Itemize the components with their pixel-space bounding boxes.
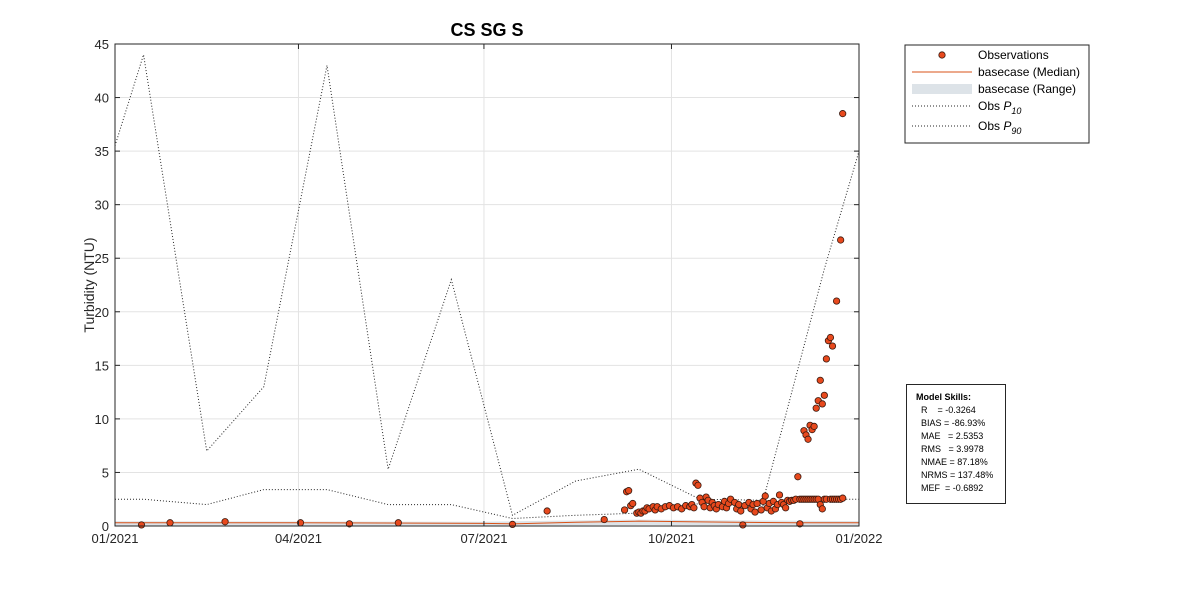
skill-nrms: NRMS = 137.48% bbox=[921, 470, 994, 480]
axes-box bbox=[114, 43, 860, 527]
observation-point bbox=[826, 333, 835, 342]
observation-point bbox=[753, 499, 761, 508]
observation-point bbox=[839, 494, 847, 502]
skill-bias: BIAS = -86.93% bbox=[921, 418, 986, 428]
observation-point bbox=[816, 376, 824, 384]
observation-point bbox=[739, 521, 747, 529]
y-tick-label: 20 bbox=[95, 305, 109, 320]
model-skills-box: Model Skills: R = -0.3264 BIAS = -86.93%… bbox=[906, 384, 1006, 504]
y-tick-label: 0 bbox=[102, 519, 109, 534]
observation-point bbox=[737, 507, 745, 515]
observation-point bbox=[832, 297, 841, 305]
basecase-median-line bbox=[115, 520, 859, 525]
observation-point bbox=[782, 504, 790, 512]
observation-point bbox=[839, 110, 847, 118]
legend-label: basecase (Range) bbox=[978, 82, 1076, 96]
x-tick-label: 01/2021 bbox=[92, 531, 139, 546]
skill-rms: RMS = 3.9978 bbox=[921, 444, 984, 454]
observation-point bbox=[796, 520, 804, 528]
y-tick-label: 15 bbox=[95, 358, 109, 373]
model-skills-title: Model Skills: bbox=[916, 392, 972, 402]
chart-title: CS SG S bbox=[450, 20, 523, 40]
y-tick-label: 25 bbox=[95, 251, 109, 266]
skill-mef: MEF = -0.6892 bbox=[921, 483, 984, 493]
observation-point bbox=[137, 521, 146, 529]
observation-point bbox=[818, 400, 826, 408]
observation-point bbox=[345, 520, 354, 528]
observations bbox=[137, 110, 847, 529]
observation-point bbox=[735, 500, 743, 509]
y-tick-label: 40 bbox=[95, 91, 109, 106]
observation-point bbox=[690, 504, 698, 512]
observation-point bbox=[166, 519, 174, 527]
y-tick-label: 30 bbox=[95, 198, 109, 213]
observation-point bbox=[394, 519, 402, 527]
observation-point bbox=[600, 515, 608, 524]
skill-r: R = -0.3264 bbox=[921, 405, 976, 415]
observation-point bbox=[761, 492, 769, 500]
observation-point bbox=[757, 506, 765, 514]
plot-area bbox=[115, 44, 859, 526]
observation-point bbox=[543, 507, 551, 515]
x-tick-label: 04/2021 bbox=[275, 531, 322, 546]
observation-point bbox=[822, 355, 830, 363]
x-tick-label: 01/2022 bbox=[836, 531, 883, 546]
observation-point bbox=[625, 487, 633, 495]
legend-observations-marker bbox=[938, 51, 946, 59]
legend-label: Obs P90 bbox=[978, 119, 1021, 136]
legend: Observations basecase (Median) basecase (R… bbox=[904, 44, 1090, 144]
y-axis-label: Turbidity (NTU) bbox=[81, 237, 97, 332]
observation-point bbox=[700, 503, 708, 511]
observation-point bbox=[828, 342, 837, 350]
skill-mae: MAE = 2.5353 bbox=[921, 431, 984, 441]
y-tick-label: 5 bbox=[102, 465, 109, 480]
observation-point bbox=[629, 499, 637, 508]
x-tick-label: 10/2021 bbox=[648, 531, 695, 546]
legend-label: basecase (Median) bbox=[978, 65, 1080, 79]
observation-point bbox=[804, 435, 812, 443]
observation-point bbox=[820, 391, 828, 399]
skill-nmae: NMAE = 87.18% bbox=[921, 457, 988, 467]
x-tick-label: 07/2021 bbox=[460, 531, 507, 546]
legend-label: Obs P10 bbox=[978, 99, 1021, 116]
legend-label: Observations bbox=[978, 48, 1049, 62]
observation-point bbox=[620, 506, 629, 514]
legend-range-patch bbox=[912, 84, 972, 94]
observation-point bbox=[508, 520, 517, 528]
observation-point bbox=[775, 491, 784, 499]
y-tick-label: 45 bbox=[95, 37, 109, 52]
observation-point bbox=[751, 508, 759, 516]
observation-point bbox=[818, 505, 826, 513]
observation-point bbox=[837, 236, 845, 244]
observation-point bbox=[794, 473, 802, 481]
y-tick-label: 10 bbox=[95, 412, 109, 427]
y-tick-label: 35 bbox=[95, 144, 109, 159]
observation-point bbox=[812, 404, 820, 412]
observation-point bbox=[694, 481, 702, 489]
observation-point bbox=[810, 422, 818, 430]
observation-point bbox=[221, 518, 229, 526]
